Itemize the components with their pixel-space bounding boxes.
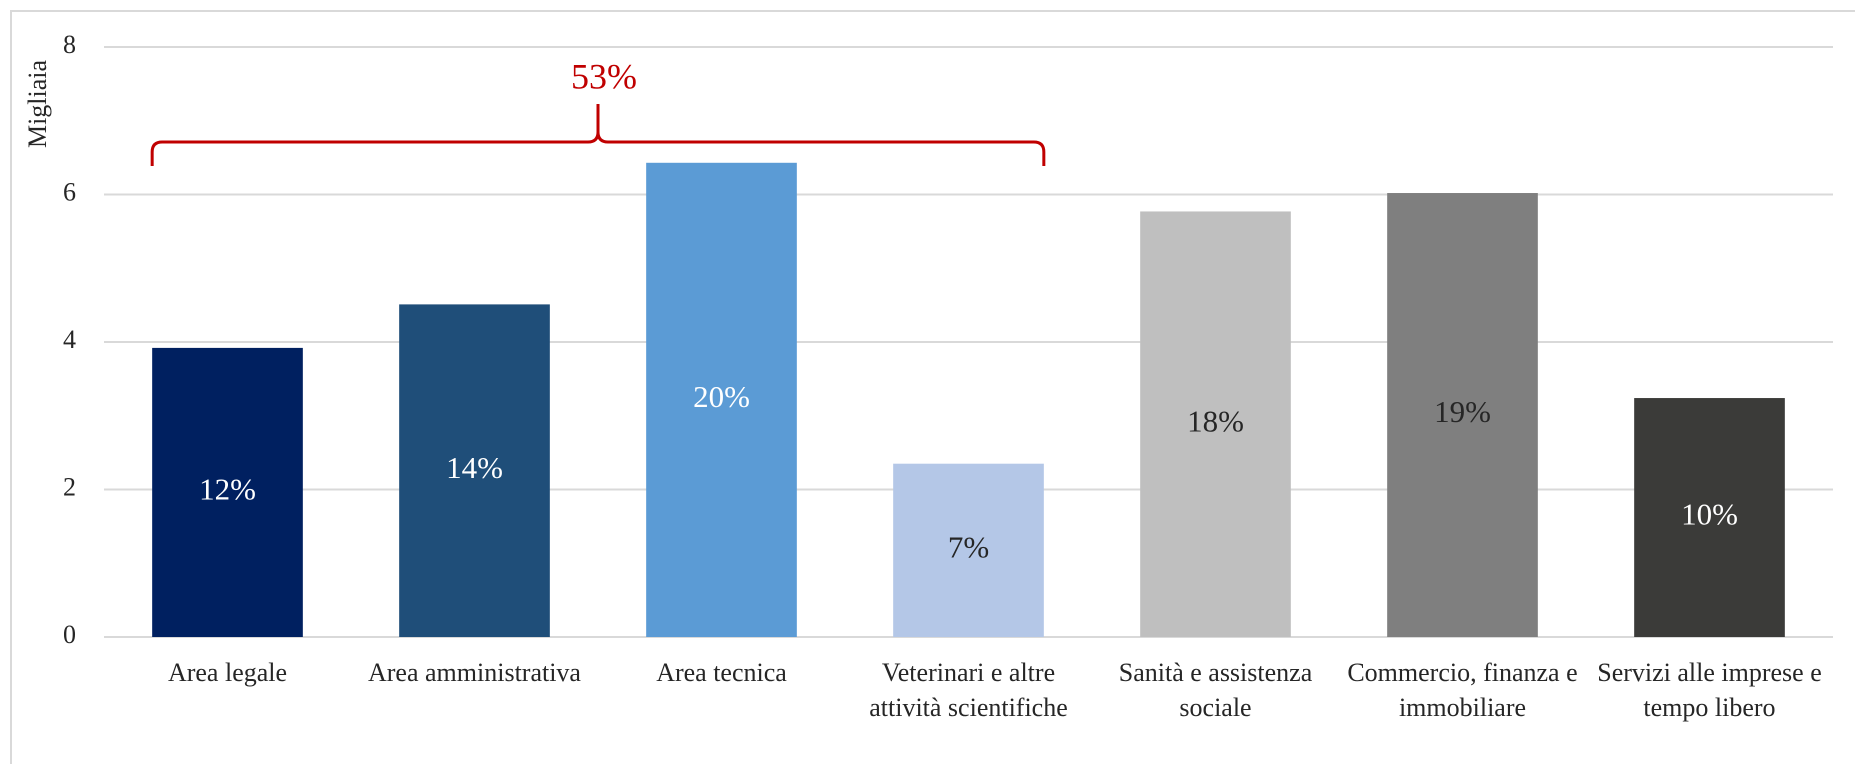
x-tick-label: Commercio, finanza e immobiliare <box>1347 658 1578 722</box>
bar <box>1140 211 1291 637</box>
y-tick-label: 4 <box>63 325 76 354</box>
x-tick-label: Sanità e assistenza sociale <box>1118 658 1313 722</box>
share-label: 18% <box>1187 403 1244 438</box>
x-tick-label: Area tecnica <box>656 658 787 687</box>
share-label: 7% <box>948 529 989 564</box>
bar <box>893 463 1044 637</box>
share-label: 19% <box>1434 394 1491 429</box>
bar <box>399 304 550 637</box>
x-tick-label: Area legale <box>167 658 288 687</box>
bar <box>1387 193 1538 637</box>
chart-frame <box>10 10 1855 764</box>
share-label: 12% <box>199 472 256 507</box>
share-label: 14% <box>446 450 503 485</box>
x-tick-label: Servizi alle imprese e tempo libero <box>1597 658 1822 722</box>
x-tick-label: Area amministrativa <box>368 658 581 687</box>
y-axis-title: Migliaia <box>23 59 52 148</box>
annotation-label: 53% <box>571 56 637 96</box>
x-tick-label: Veterinari e altre attività scientifiche <box>869 658 1068 722</box>
y-tick-label: 2 <box>63 472 76 501</box>
y-tick-label: 6 <box>63 177 76 206</box>
bar <box>1634 398 1785 637</box>
y-tick-label: 8 <box>63 30 76 59</box>
share-label: 10% <box>1681 497 1738 532</box>
bar <box>152 347 303 637</box>
y-tick-label: 0 <box>63 620 76 649</box>
share-label: 20% <box>693 379 750 414</box>
bar <box>646 162 797 637</box>
bracket <box>150 104 1046 166</box>
